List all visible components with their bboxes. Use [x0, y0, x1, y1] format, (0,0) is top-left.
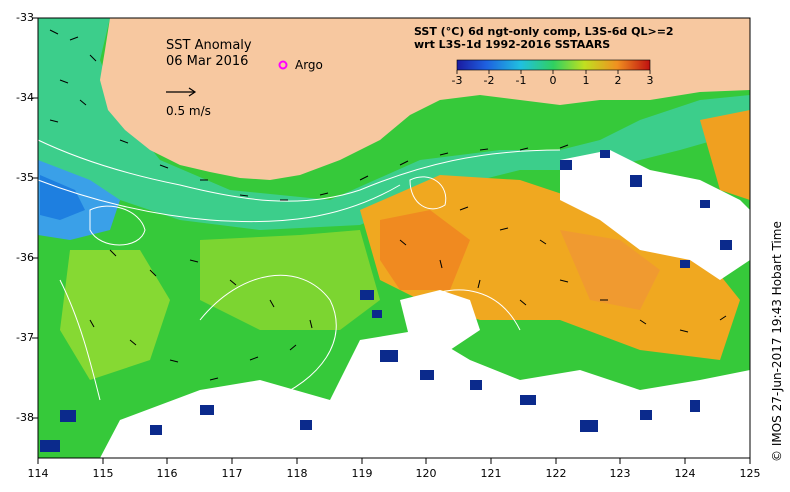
lon-label: 121 [480, 467, 502, 480]
scale-arrow [166, 87, 197, 97]
lon-label: 119 [351, 467, 373, 480]
yellow-green-region [200, 230, 380, 330]
land-mass [100, 18, 750, 180]
lon-label: 120 [415, 467, 437, 480]
argo-marker [278, 60, 288, 70]
current-vectors [49, 29, 727, 381]
colorbar-tick-label: -1 [515, 74, 527, 87]
cloud-edge-speckle [40, 150, 732, 452]
map-title-block: SST Anomaly 06 Mar 2016 [166, 38, 252, 70]
warm-region [360, 175, 740, 360]
product-line-2: wrt L3S-1d 1992-2016 SSTAARS [414, 38, 611, 51]
lat-label: -36 [16, 251, 34, 264]
lon-label: 115 [92, 467, 114, 480]
colorbar-tick-label: -3 [451, 74, 463, 87]
map-date: 06 Mar 2016 [166, 54, 249, 69]
lat-label: -33 [16, 11, 34, 24]
lon-label: 118 [286, 467, 308, 480]
speed-scale-label: 0.5 m/s [166, 104, 211, 118]
map-title: SST Anomaly [166, 38, 252, 53]
cold-core [40, 175, 85, 220]
lat-label: -34 [16, 91, 34, 104]
lat-label: -35 [16, 171, 34, 184]
cloud-east [560, 150, 750, 280]
colorbar-tick-label: 0 [549, 74, 557, 87]
colorbar-ticks [456, 70, 651, 74]
lon-label: 124 [674, 467, 696, 480]
warm-core [380, 210, 470, 290]
colorbar-tick-label: 2 [614, 74, 622, 87]
product-line-1: SST (°C) 6d ngt-only comp, L3S-6d QL>=2 [414, 25, 674, 38]
lat-label: -38 [16, 411, 34, 424]
cool-band [38, 18, 750, 230]
warm-east [700, 110, 750, 200]
lat-label: -37 [16, 331, 34, 344]
warm-core-2 [560, 230, 660, 310]
map-frame [37, 17, 751, 459]
lon-label: 116 [156, 467, 178, 480]
colorbar-tick-label: 1 [582, 74, 590, 87]
lon-label: 117 [221, 467, 243, 480]
colorbar [456, 59, 651, 71]
product-description: SST (°C) 6d ngt-only comp, L3S-6d QL>=2 … [414, 25, 674, 51]
lon-label: 114 [27, 467, 49, 480]
yellow-region [60, 250, 170, 380]
colorbar-tick-label: -2 [483, 74, 495, 87]
contour-lines [37, 139, 561, 401]
lon-label: 122 [545, 467, 567, 480]
imos-credit: © IMOS 27-Jun-2017 19:43 Hobart Time [770, 221, 784, 462]
lon-label: 125 [739, 467, 761, 480]
argo-label: Argo [295, 58, 323, 72]
cloud-mid [400, 290, 480, 350]
colorbar-tick-label: 3 [646, 74, 654, 87]
axis-ticks [32, 17, 751, 464]
lon-label: 123 [609, 467, 631, 480]
